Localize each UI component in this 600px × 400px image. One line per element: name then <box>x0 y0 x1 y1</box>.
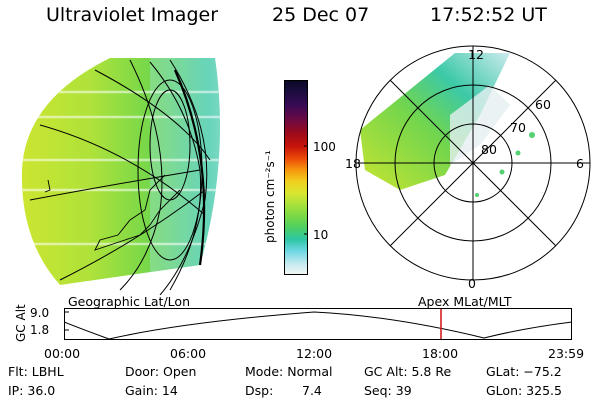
mlt-label-12: 12 <box>468 47 484 62</box>
altitude-axis-label: GC Alt <box>14 304 28 342</box>
altitude-tick-1-8: 1.8 <box>30 323 50 337</box>
imager-title: Ultraviolet Imager <box>46 4 219 26</box>
dsp-value: 7.4 <box>302 383 322 398</box>
glat-status: GLat: −75.2 <box>486 364 562 379</box>
magnetic-caption: Apex MLat/MLT <box>418 294 512 309</box>
time-tick-0600: 06:00 <box>170 346 207 361</box>
filter-status: Flt: LBHL <box>8 364 64 379</box>
dsp-label: Dsp: <box>245 383 274 398</box>
glon-status: GLon: 325.5 <box>486 383 562 398</box>
colorbar-tick-100: 100 <box>313 140 336 154</box>
time-tick-1800: 18:00 <box>422 346 459 361</box>
mlt-label-0: 0 <box>468 276 476 291</box>
mlt-label-6: 6 <box>576 156 584 171</box>
geographic-caption: Geographic Lat/Lon <box>68 294 190 309</box>
seq-status: Seq: 39 <box>364 383 412 398</box>
mlat-label-80: 80 <box>481 142 497 157</box>
gain-status: Gain: 14 <box>125 383 178 398</box>
door-status: Door: Open <box>125 364 197 379</box>
geographic-image <box>21 58 221 295</box>
date-label: 25 Dec 07 <box>272 4 370 26</box>
mlat-label-70: 70 <box>510 120 526 135</box>
magnetic-polar-plot <box>355 45 591 281</box>
altitude-tick-9: 9.0 <box>30 306 50 320</box>
intensity-colorbar <box>284 80 308 275</box>
colorbar-tick-10: 10 <box>313 228 329 242</box>
gc-alt-status: GC Alt: 5.8 Re <box>364 364 452 379</box>
ip-status: IP: 36.0 <box>8 383 56 398</box>
time-label: 17:52:52 UT <box>430 4 547 26</box>
time-tick-0000: 00:00 <box>44 346 81 361</box>
mlat-label-60: 60 <box>535 97 551 112</box>
time-tick-1200: 12:00 <box>296 346 333 361</box>
mode-status: Mode: Normal <box>245 364 333 379</box>
colorbar-unit-label: photon cm⁻²s⁻¹ <box>263 150 277 243</box>
time-tick-2359: 23:59 <box>548 346 585 361</box>
mlt-label-18: 18 <box>345 156 361 171</box>
altitude-strip-chart <box>64 308 573 340</box>
